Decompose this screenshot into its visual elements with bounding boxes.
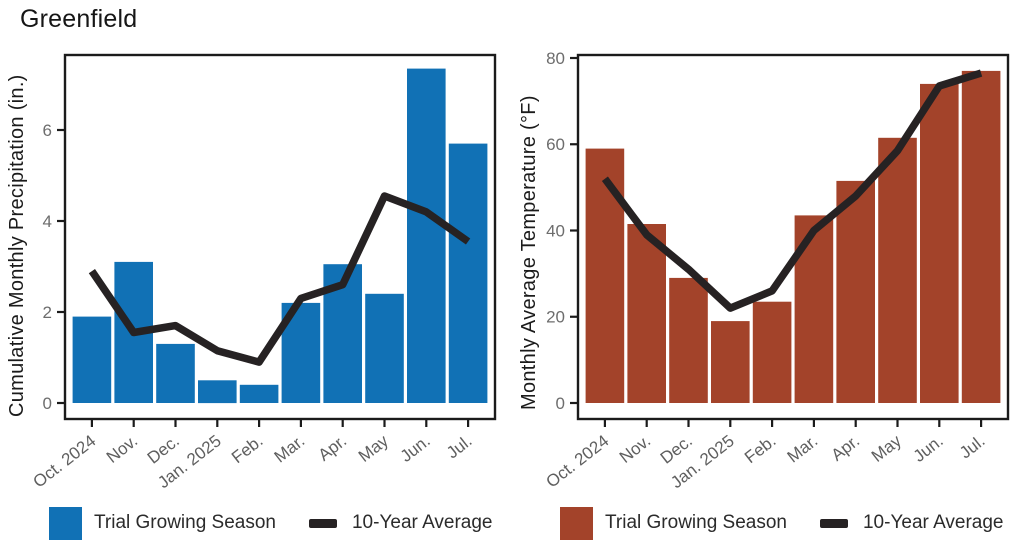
temperature-ytick-label: 60 <box>546 135 565 154</box>
precipitation-xtick-label: Jun. <box>397 431 434 466</box>
precipitation-ytick-label: 4 <box>43 212 52 231</box>
precipitation-bar-9 <box>448 143 488 403</box>
temperature-ytick-label: 20 <box>546 308 565 327</box>
temperature-xtick-label: Mar. <box>784 431 822 466</box>
precipitation-y-axis-label: Cumulative Monthly Precipitation (in.) <box>6 74 28 417</box>
precipitation-xtick-label: Oct. 2024 <box>30 431 100 491</box>
precipitation-ytick-label: 2 <box>43 303 52 322</box>
temperature-bar-2 <box>669 277 708 403</box>
precipitation-bar-swatch-icon <box>49 506 82 540</box>
temperature-xtick-label: Oct. 2024 <box>543 431 613 491</box>
precipitation-ytick-label: 6 <box>43 121 52 140</box>
precipitation-xtick-label: Nov. <box>103 431 141 467</box>
temperature-plot-frame <box>576 53 1010 421</box>
precipitation-xtick-label: Mar. <box>271 431 309 466</box>
precipitation-bar-8 <box>407 68 446 403</box>
precipitation-xtick-label: Feb. <box>228 431 267 467</box>
temperature-bar-3 <box>711 321 750 403</box>
precipitation-bar-0 <box>72 316 112 403</box>
precipitation-bar-3 <box>198 380 237 404</box>
precipitation-xtick-label: Apr. <box>315 431 351 465</box>
precipitation-line-legend-label: 10-Year Average <box>351 512 493 533</box>
temperature-average-line <box>601 69 983 312</box>
temperature-legend: Trial Growing Season 10-Year Average <box>560 506 1004 540</box>
temperature-bar-8 <box>920 83 959 404</box>
precipitation-legend: Trial Growing Season 10-Year Average <box>49 506 493 540</box>
temperature-xtick-label: Nov. <box>616 431 654 467</box>
temperature-xtick-label: Feb. <box>741 431 780 467</box>
temperature-xtick-label: Jul. <box>956 431 989 462</box>
precipitation-bar-2 <box>156 343 195 403</box>
temperature-ytick-label: 40 <box>546 221 565 240</box>
precipitation-average-line <box>88 192 471 366</box>
temperature-bar-6 <box>836 180 875 403</box>
temperature-y-axis-label: Monthly Average Temperature (°F) <box>518 95 540 410</box>
temperature-xtick-label: Apr. <box>828 431 864 465</box>
temperature-line-swatch-icon <box>819 518 848 528</box>
temperature-bar-0 <box>585 148 625 403</box>
precipitation-xtick-label: Jul. <box>443 431 476 462</box>
precipitation-line-swatch-icon <box>308 518 337 528</box>
precipitation-xtick-label: May <box>355 431 392 466</box>
precipitation-bar-legend-label: Trial Growing Season <box>94 512 276 533</box>
precipitation-bar-7 <box>365 293 404 403</box>
temperature-bar-swatch-icon <box>560 506 593 540</box>
temperature-bar-7 <box>878 137 917 404</box>
temperature-bar-9 <box>961 70 1001 404</box>
temperature-ytick-label: 0 <box>556 394 565 413</box>
temperature-bar-1 <box>627 224 666 403</box>
temperature-xtick-label: Jun. <box>910 431 947 466</box>
precipitation-plot-frame <box>63 53 497 421</box>
temperature-bar-4 <box>752 301 792 403</box>
temperature-bar-legend-label: Trial Growing Season <box>605 512 787 533</box>
temperature-ytick-label: 80 <box>546 49 565 68</box>
temperature-xtick-label: May <box>868 431 905 466</box>
precipitation-bar-4 <box>239 384 279 403</box>
precipitation-ytick-label: 0 <box>43 394 52 413</box>
temperature-line-legend-label: 10-Year Average <box>862 512 1004 533</box>
page-title: Greenfield <box>20 5 138 33</box>
